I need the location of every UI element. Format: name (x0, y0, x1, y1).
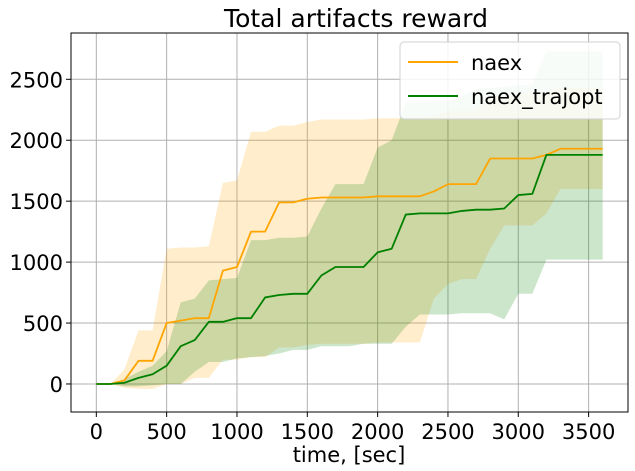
plot-frame (70, 32, 629, 413)
series-lines (96, 147, 603, 385)
y-tick-label: 1500 (10, 190, 63, 214)
x-axis-ticks: 0 500 1000 1500 2000 2500 3000 3500 (90, 412, 615, 444)
x-tick-label: 500 (147, 420, 187, 444)
x-tick-label: 3500 (562, 420, 615, 444)
legend-label-naex: naex (471, 51, 522, 75)
y-tick-label: 500 (23, 312, 63, 336)
x-tick-label: 2000 (351, 420, 404, 444)
y-axis-ticks: 0 500 1000 1500 2000 2500 (10, 68, 71, 397)
x-tick-label: 1000 (210, 420, 263, 444)
x-tick-label: 3000 (492, 420, 545, 444)
y-tick-label: 1000 (10, 251, 63, 275)
y-tick-label: 0 (50, 373, 63, 397)
legend-label-naex-trajopt: naex_trajopt (471, 85, 603, 110)
x-tick-label: 2500 (421, 420, 474, 444)
x-tick-label: 0 (90, 420, 103, 444)
x-tick-label: 1500 (281, 420, 334, 444)
legend: naex naex_trajopt (399, 41, 621, 120)
confidence-bands (96, 51, 603, 389)
line-naex-trajopt (96, 153, 603, 385)
band-naex-trajopt (96, 51, 603, 387)
band-naex (96, 87, 603, 389)
y-tick-label: 2000 (10, 129, 63, 153)
chart-title: Total artifacts reward (223, 4, 488, 33)
x-axis-label: time, [sec] (293, 443, 406, 467)
y-tick-label: 2500 (10, 68, 63, 92)
line-naex (96, 147, 603, 385)
